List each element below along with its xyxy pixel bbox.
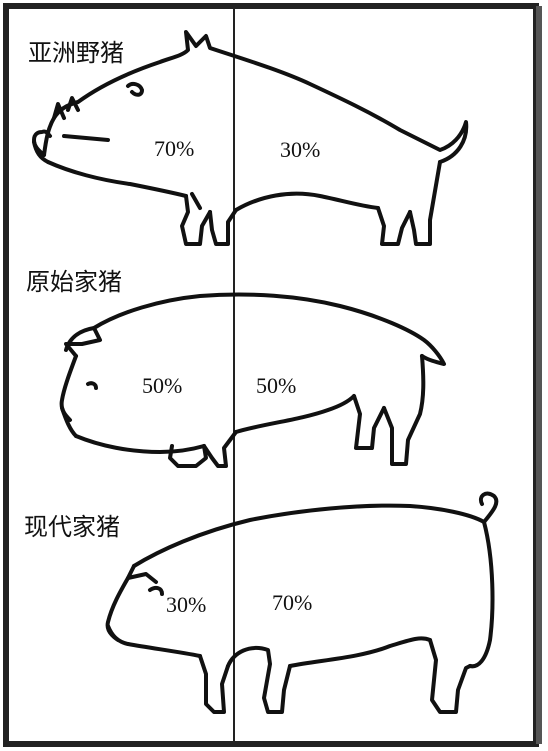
wild-boar-left-percent: 70%: [154, 136, 195, 161]
wild-boar-drawing: [32, 30, 469, 246]
outer-border-shadow: [536, 6, 542, 744]
modern-pig-right-percent: 70%: [272, 590, 313, 615]
modern-domestic-pig-drawing: [105, 491, 499, 714]
primitive-pig-left-percent: 50%: [142, 373, 183, 398]
modern-pig-left-percent: 30%: [166, 592, 207, 617]
wild-boar-right-percent: 30%: [280, 137, 321, 162]
label-modern-domestic-pig: 现代家猪: [24, 513, 120, 541]
primitive-pig-right-percent: 50%: [256, 373, 297, 398]
label-asian-wild-boar: 亚洲野猪: [28, 39, 124, 67]
primitive-domestic-pig-drawing: [59, 292, 446, 468]
label-primitive-domestic-pig: 原始家猪: [26, 268, 122, 296]
